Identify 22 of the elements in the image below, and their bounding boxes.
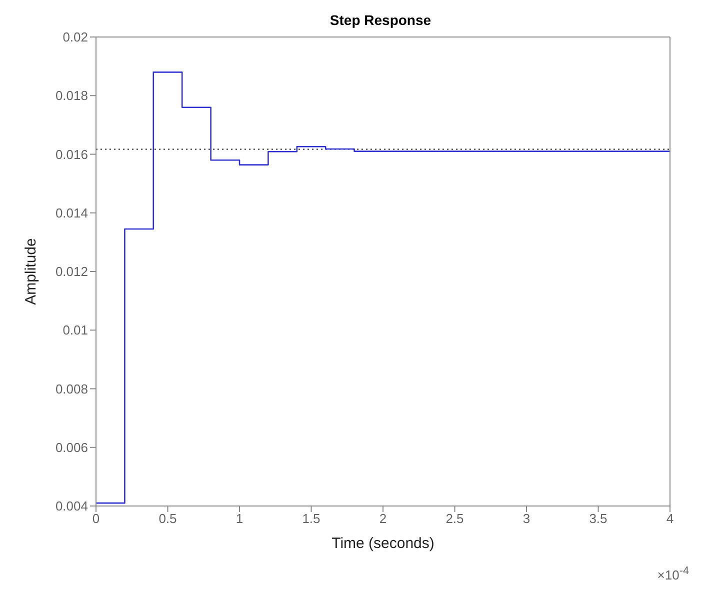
y-tick-label: 0.016 xyxy=(55,146,88,162)
x-tick-label: 3 xyxy=(522,511,530,526)
y-tick-label: 0.008 xyxy=(55,381,88,396)
y-tick-label: 0.01 xyxy=(62,322,88,338)
text: ×10$^{-4}$ xyxy=(657,564,689,582)
x-tick-label: 0 xyxy=(92,511,100,526)
x-tick-label: 1.5 xyxy=(302,511,320,526)
y-tick-label: 0.004 xyxy=(55,498,88,514)
x-tick-label: 3.5 xyxy=(589,511,608,526)
y-axis-title: Amplitude xyxy=(22,238,40,305)
x-tick-label: 2 xyxy=(379,511,387,526)
y-tick-label: 0.014 xyxy=(55,205,88,220)
y-tick-label: 0.006 xyxy=(55,440,88,455)
x-tick-label: 4 xyxy=(666,511,674,526)
x-tick-label: 2.5 xyxy=(446,511,464,526)
chart-title: Step Response xyxy=(328,12,432,28)
x-axis-title: Time (seconds) xyxy=(332,535,434,552)
y-tick-label: 0.02 xyxy=(62,30,88,45)
x-tick-label: 1 xyxy=(236,511,244,526)
x-tick-label: 0.5 xyxy=(158,511,177,526)
y-tick-label: 0.012 xyxy=(55,264,88,280)
y-tick-label: 0.018 xyxy=(55,88,88,104)
